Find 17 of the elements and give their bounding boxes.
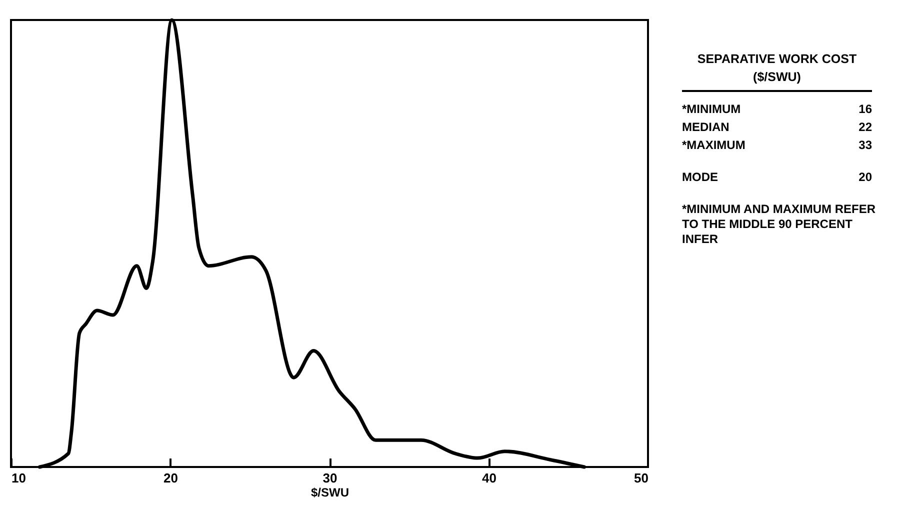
x-axis-title: $/SWU — [310, 486, 350, 500]
text: 16 — [858, 102, 872, 116]
x-tick-label: 30 — [322, 470, 338, 486]
x-tick-label: 40 — [482, 470, 496, 486]
text: 22 — [858, 120, 872, 134]
text: MODE — [682, 170, 719, 184]
text: MEDIAN — [682, 120, 730, 134]
text: *MINIMUM — [682, 102, 742, 116]
text: SEPARATIVE WORK COST — [696, 52, 858, 66]
x-tick-label: 10 — [12, 470, 26, 486]
text: *MAXIMUM — [682, 138, 746, 152]
text: 20 — [858, 170, 872, 184]
text: 33 — [858, 138, 872, 152]
text: *MINIMUM AND MAXIMUM REFER TO THE MIDDLE 90 PERCENT INFER — [682, 202, 877, 247]
x-tick-label: 20 — [164, 470, 178, 486]
x-tick-label: 50 — [634, 470, 648, 486]
text: ($/SWU) — [752, 70, 802, 84]
